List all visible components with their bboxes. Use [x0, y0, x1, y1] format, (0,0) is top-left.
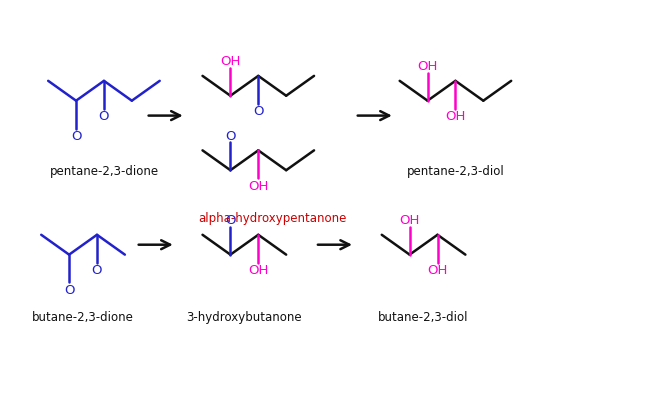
Text: butane-2,3-diol: butane-2,3-diol [378, 310, 469, 323]
Text: O: O [253, 105, 264, 118]
Text: O: O [98, 110, 110, 123]
Text: O: O [92, 263, 102, 276]
Text: OH: OH [220, 55, 240, 68]
Text: pentane-2,3-diol: pentane-2,3-diol [406, 164, 504, 177]
Text: OH: OH [248, 263, 268, 276]
Text: O: O [64, 283, 75, 296]
Text: O: O [225, 214, 236, 227]
Text: pentane-2,3-dione: pentane-2,3-dione [49, 164, 159, 177]
Text: 3-hydroxybutanone: 3-hydroxybutanone [187, 310, 302, 323]
Text: OH: OH [248, 179, 268, 192]
Text: OH: OH [445, 110, 466, 123]
Text: OH: OH [399, 214, 420, 227]
Text: butane-2,3-dione: butane-2,3-dione [32, 310, 134, 323]
Text: OH: OH [427, 263, 448, 276]
Text: O: O [225, 130, 236, 143]
Text: OH: OH [417, 60, 438, 73]
Text: O: O [71, 130, 81, 143]
Text: alpha-hydroxypentanone: alpha-hydroxypentanone [198, 212, 347, 225]
